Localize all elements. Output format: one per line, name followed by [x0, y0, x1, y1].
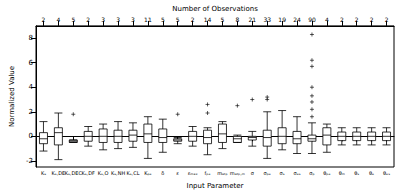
svg-text:θₘ: θₘ	[339, 170, 345, 176]
svg-text:2: 2	[191, 16, 195, 23]
svg-text:2: 2	[385, 16, 389, 23]
svg-text:21: 21	[248, 16, 256, 23]
svg-text:2: 2	[86, 16, 90, 23]
svg-text:mₐₜₚ,ₘ: mₐₜₚ,ₘ	[230, 170, 245, 176]
svg-text:8: 8	[29, 34, 33, 42]
svg-text:4: 4	[29, 83, 34, 91]
svg-text:Kₛ: Kₛ	[41, 170, 46, 176]
svg-text:Kₛ,DF: Kₛ,DF	[81, 170, 95, 176]
svg-text:3: 3	[116, 16, 120, 23]
svg-text:θₑ: θₑ	[369, 170, 374, 176]
svg-text:-2: -2	[26, 157, 33, 165]
svg-text:δ: δ	[161, 170, 164, 176]
svg-text:24: 24	[293, 16, 301, 23]
svg-text:σ: σ	[251, 170, 255, 176]
svg-text:5: 5	[176, 16, 180, 23]
svg-text:Kₛ,O: Kₛ,O	[98, 170, 109, 176]
svg-text:Kₛ,NH: Kₛ,NH	[111, 170, 125, 176]
svg-text:Kₛ,DE: Kₛ,DE	[52, 170, 66, 176]
svg-text:mₐₜₚ: mₐₜₚ	[217, 170, 227, 176]
svg-text:θₚₑ: θₚₑ	[323, 170, 330, 176]
svg-text:εₘₐₓ: εₘₐₓ	[188, 170, 198, 176]
svg-text:33: 33	[263, 16, 271, 23]
svg-text:3: 3	[131, 16, 135, 23]
svg-text:2: 2	[42, 16, 46, 23]
svg-text:8: 8	[235, 16, 239, 23]
svg-text:14: 14	[204, 16, 212, 23]
svg-text:5: 5	[221, 16, 225, 23]
svg-text:2: 2	[355, 16, 359, 23]
svg-text:θₑₛ: θₑₛ	[383, 170, 390, 176]
svg-text:Kₚₑ: Kₚₑ	[144, 170, 152, 176]
svg-text:Number of Observations: Number of Observations	[172, 5, 258, 13]
svg-text:6: 6	[29, 59, 34, 67]
svg-text:Kₛ,CL: Kₛ,CL	[126, 170, 139, 176]
svg-text:4: 4	[325, 16, 329, 23]
svg-text:11: 11	[144, 16, 152, 23]
svg-text:Kₛ,DEC: Kₛ,DEC	[65, 170, 83, 176]
svg-text:3: 3	[101, 16, 105, 23]
svg-text:0: 0	[29, 132, 33, 140]
svg-text:σₛ: σₛ	[280, 170, 285, 176]
svg-text:5: 5	[161, 16, 165, 23]
svg-text:Input Parameter: Input Parameter	[187, 182, 244, 190]
svg-text:θₛ: θₛ	[354, 170, 359, 176]
svg-text:Normalized Value: Normalized Value	[8, 66, 16, 127]
svg-text:σₑₛ: σₑₛ	[293, 170, 300, 176]
svg-text:σₚₑ: σₚₑ	[264, 170, 271, 176]
svg-text:2: 2	[340, 16, 344, 23]
svg-text:4: 4	[56, 16, 60, 23]
svg-text:σₚ: σₚ	[309, 170, 314, 176]
svg-text:2: 2	[370, 16, 374, 23]
svg-text:19: 19	[278, 16, 286, 23]
svg-text:90: 90	[308, 16, 316, 23]
svg-text:ε: ε	[176, 170, 179, 176]
svg-text:2: 2	[29, 108, 33, 116]
svg-text:5: 5	[71, 16, 75, 23]
svg-text:fₚₑ: fₚₑ	[205, 170, 211, 176]
